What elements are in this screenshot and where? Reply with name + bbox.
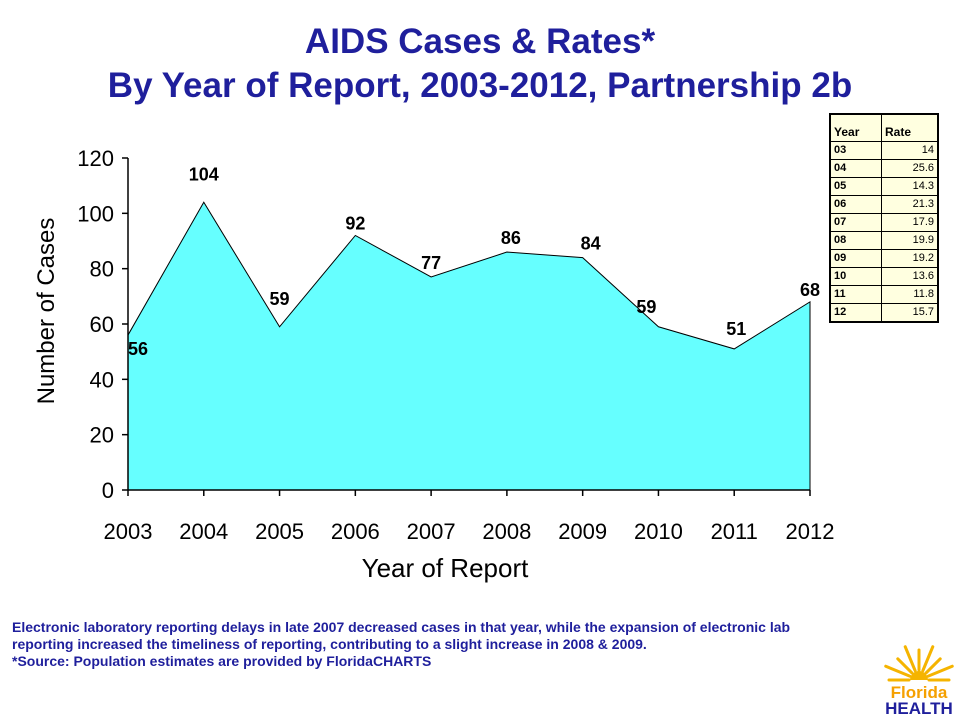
chart-title-line1: AIDS Cases & Rates* [304,22,656,61]
rate-table-rate: 15.7 [881,303,939,323]
rate-table-year: 05 [829,177,882,196]
rate-table-year: 11 [829,285,882,304]
rate-table-row: 05 14.3 [829,177,939,196]
rate-table-rate: 25.6 [881,159,939,178]
footnote-source: *Source: Population estimates are provid… [12,653,432,669]
rate-table-row: 06 21.3 [829,195,939,214]
data-label: 77 [421,253,441,273]
x-tick-label: 2005 [255,519,304,544]
rate-table-rate: 14.3 [881,177,939,196]
footnote-explanation: Electronic laboratory reporting delays i… [12,619,791,652]
rate-table-year: 07 [829,213,882,232]
sun-ray [926,664,954,678]
y-tick-label: 120 [77,146,114,171]
sun-ray [896,657,914,675]
rate-table-year: 09 [829,249,882,268]
x-tick-label: 2011 [711,519,758,544]
rate-table-row: 03 14 [829,141,939,160]
rate-table-rate: 17.9 [881,213,939,232]
y-tick-label: 0 [102,478,114,503]
rate-table-rate: 13.6 [881,267,939,286]
sun-ray [884,664,912,678]
x-tick-label: 2004 [179,519,228,544]
rate-table-row: 11 11.8 [829,285,939,304]
logo-word-health: HEALTH [885,699,953,716]
x-tick-label: 2008 [482,519,531,544]
rate-table-rate: 21.3 [881,195,939,214]
y-tick-label: 20 [90,423,114,448]
rate-table: Year Rate 03 14 04 25.6 05 14.3 06 21.3 07 17… [829,113,939,323]
x-tick-label: 2009 [558,519,607,544]
data-label: 104 [189,164,219,184]
sun-disc [910,671,928,680]
rate-table-year: 04 [829,159,882,178]
area-series [127,201,811,491]
data-label: 86 [501,228,521,248]
rate-table-year: 08 [829,231,882,250]
rate-table-row: 07 17.9 [829,213,939,232]
data-label: 51 [726,319,746,339]
rate-table-row: 12 15.7 [829,303,939,323]
rate-table-rate: 14 [881,141,939,160]
sun-ray [903,645,917,673]
x-axis-label: Year of Report [362,553,529,583]
y-tick-label: 40 [90,367,114,392]
x-tick-label: 2007 [407,519,456,544]
rate-table-year: 03 [829,141,882,160]
y-tick-label: 80 [90,257,114,282]
rate-table-row: 08 19.9 [829,231,939,250]
sun-icon [884,645,954,682]
rate-table-row: 10 13.6 [829,267,939,286]
rate-table-rate: 19.9 [881,231,939,250]
data-label: 84 [581,234,601,254]
rate-table-rate: 11.8 [881,285,939,304]
data-label: 59 [270,289,290,309]
data-label: 68 [800,280,820,300]
x-tick-label: 2012 [786,519,835,544]
y-axis-label: Number of Cases [33,218,60,405]
rate-table-year: 06 [829,195,882,214]
data-label: 92 [345,213,365,233]
x-tick-label: 2003 [104,519,153,544]
rate-table-year: 12 [829,303,882,323]
rate-table-header-rate: Rate [881,113,939,142]
rate-table-row: 09 19.2 [829,249,939,268]
y-tick-label: 60 [90,312,114,337]
chart-title-line2: By Year of Report, 2003-2012, Partnershi… [107,66,853,105]
logo-word-florida: Florida [891,683,948,702]
rate-table-header-row: Year Rate [829,113,939,142]
rate-table-rate: 19.2 [881,249,939,268]
rate-table-row: 04 25.6 [829,159,939,178]
data-label: 59 [636,297,656,317]
rate-table-header-year: Year [829,113,882,142]
data-label: 56 [128,339,148,359]
x-tick-label: 2006 [331,519,380,544]
footnote: Electronic laboratory reporting delays i… [12,619,852,670]
sun-ray [921,645,935,673]
x-tick-label: 2010 [634,519,683,544]
sun-ray [924,657,942,675]
rate-table-year: 10 [829,267,882,286]
florida-health-logo: Florida HEALTH [884,645,954,716]
y-tick-label: 100 [77,201,114,226]
